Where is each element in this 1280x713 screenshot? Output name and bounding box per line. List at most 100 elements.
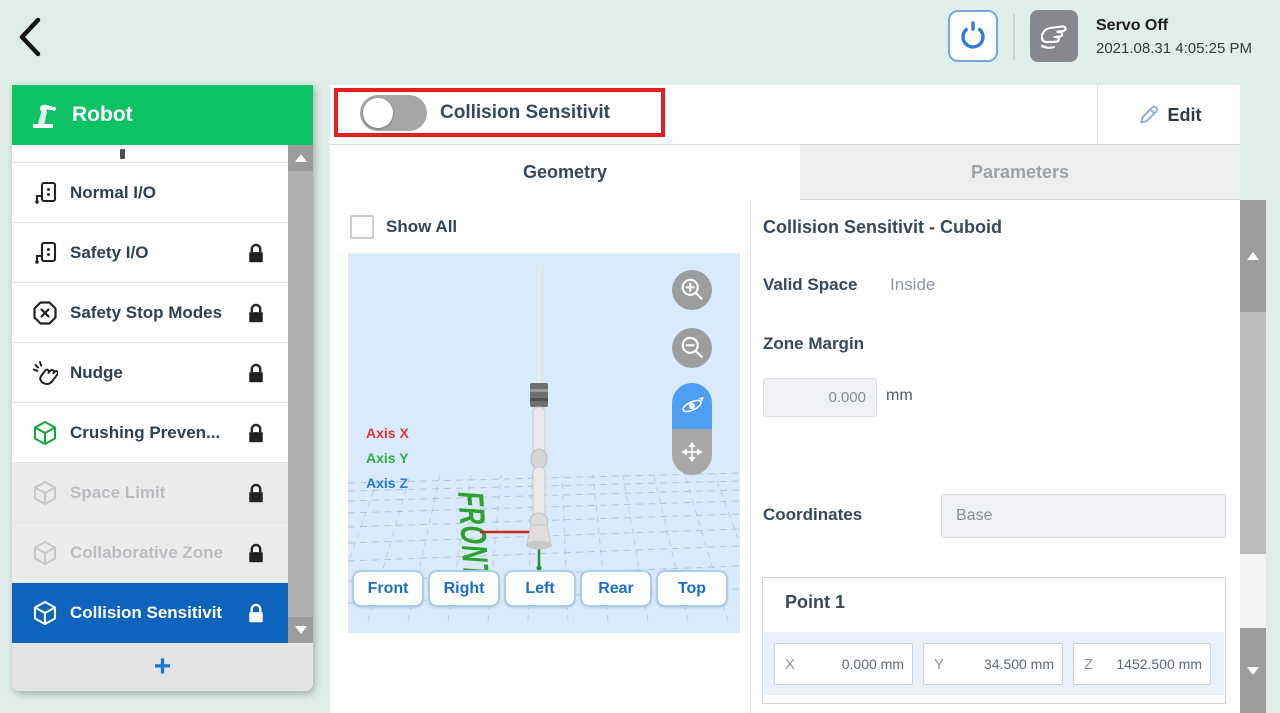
lock-icon <box>249 423 263 442</box>
axis-x-label: Axis X <box>366 425 409 441</box>
axis-value: 1452.500 mm <box>1116 656 1202 672</box>
tab-parameters[interactable]: Parameters <box>800 145 1240 200</box>
back-button[interactable] <box>10 12 54 62</box>
view-front-button[interactable]: Front <box>352 570 424 607</box>
edit-button[interactable]: Edit <box>1098 85 1240 145</box>
sidebar-item-crushing-prevention[interactable]: Crushing Preven... <box>12 403 313 463</box>
tab-label: Parameters <box>970 161 1070 182</box>
lock-icon <box>249 543 263 562</box>
gripper-icon <box>961 21 985 49</box>
add-zone-button[interactable]: + <box>12 643 313 691</box>
robot-model <box>526 383 552 550</box>
sidebar: Robot Normal I/O <box>12 85 313 691</box>
zone-margin-input[interactable]: 0.000 <box>763 378 877 417</box>
coordinates-label: Coordinates <box>763 505 863 524</box>
sidebar-item-safety-io[interactable]: Safety I/O <box>12 223 313 283</box>
zoom-out-button[interactable] <box>672 328 712 368</box>
cube-icon <box>33 600 57 625</box>
axis-letter: Y <box>934 655 945 673</box>
content-scroll-up[interactable] <box>1240 200 1266 312</box>
view-button-label: Top <box>677 579 707 597</box>
3d-viewport[interactable]: FRONT <box>287 253 769 633</box>
sidebar-header: Robot <box>12 85 313 145</box>
sidebar-item-label: Safety I/O <box>70 242 149 262</box>
gripper-button[interactable] <box>948 10 998 62</box>
axis-z-label: Axis Z <box>366 475 409 491</box>
main-panel: Collision Sensitivit Edit Geometry Param… <box>287 85 1240 713</box>
sidebar-item-safety-stop-modes[interactable]: Safety Stop Modes <box>12 283 313 343</box>
hand-icon <box>1040 25 1067 49</box>
zoom-in-button[interactable] <box>672 270 712 310</box>
content-scroll-thumb[interactable] <box>1240 312 1266 554</box>
lock-icon <box>249 483 263 502</box>
content-scrollbar[interactable] <box>1240 200 1266 713</box>
rotate-view-button[interactable] <box>672 383 712 429</box>
sidebar-item-label: Collaborative Zone <box>70 542 224 562</box>
view-button-label: Rear <box>598 579 634 597</box>
sidebar-item-label: Normal I/O <box>70 182 156 202</box>
pan-arrows-icon <box>681 441 703 463</box>
cube-icon <box>33 540 57 565</box>
axis-letter: X <box>785 655 796 673</box>
front-floor-label: FRONT <box>450 490 497 580</box>
sidebar-item-label: Collision Sensitivit <box>70 602 223 622</box>
view-button-label: Left <box>525 579 555 597</box>
plus-icon: + <box>153 650 172 683</box>
edit-divider <box>1097 85 1098 145</box>
stop-x-icon <box>33 300 57 325</box>
cube-icon <box>33 480 57 505</box>
sidebar-partial-item <box>12 145 313 163</box>
servo-status: Servo Off <box>1096 17 1169 34</box>
sidebar-scroll-down[interactable] <box>288 617 313 643</box>
sidebar-scroll-up[interactable] <box>288 145 313 171</box>
sidebar-item-normal-io[interactable]: Normal I/O <box>12 163 313 223</box>
arrow-up-icon <box>1247 252 1259 260</box>
zoom-out-icon <box>681 336 703 358</box>
view-rear-button[interactable]: Rear <box>580 570 652 607</box>
sidebar-scrollbar[interactable] <box>288 145 313 643</box>
view-top-button[interactable]: Top <box>656 570 728 607</box>
orbit-icon <box>682 396 704 413</box>
content-scroll-down[interactable] <box>1240 628 1266 713</box>
show-all-checkbox[interactable] <box>350 215 374 239</box>
coordinates-select[interactable]: Base <box>941 494 1226 538</box>
lock-icon <box>249 363 263 382</box>
tab-label: Geometry <box>522 162 608 182</box>
view-button-label: Front <box>367 579 409 597</box>
nudge-hand-icon <box>32 360 58 385</box>
zoom-in-icon <box>681 278 703 300</box>
tab-geometry[interactable]: Geometry <box>330 145 800 200</box>
properties-heading: Collision Sensitivit - Cuboid <box>763 217 1003 237</box>
point-fields-strip: X 0.000 mm Y 34.500 mm Z 1452.500 mm <box>764 632 1224 695</box>
point-z-field[interactable]: Z 1452.500 mm <box>1073 643 1211 685</box>
lock-icon <box>249 303 263 322</box>
column-divider <box>750 200 751 713</box>
arrow-down-icon <box>1247 666 1259 675</box>
sidebar-item-nudge[interactable]: Nudge <box>12 343 313 403</box>
sidebar-item-space-limit[interactable]: Space Limit <box>12 463 313 523</box>
lock-icon <box>249 243 263 262</box>
toggle-knob <box>363 98 393 128</box>
io-icon <box>35 181 57 204</box>
sidebar-item-collaborative-zone[interactable]: Collaborative Zone <box>12 523 313 583</box>
point-x-field[interactable]: X 0.000 mm <box>774 643 913 685</box>
view-left-button[interactable]: Left <box>504 570 576 607</box>
toggle-row: Collision Sensitivit Edit <box>330 85 1240 145</box>
view-button-label: Right <box>443 579 485 597</box>
view-right-button[interactable]: Right <box>428 570 500 607</box>
edit-label: Edit <box>1167 104 1202 125</box>
collision-sensitivity-toggle[interactable] <box>360 95 427 131</box>
zone-margin-label: Zone Margin <box>763 334 865 353</box>
lock-icon <box>249 603 263 622</box>
pencil-icon <box>1139 105 1158 124</box>
pan-view-button[interactable] <box>672 429 712 475</box>
zone-margin-unit: mm <box>886 387 913 404</box>
point-title: Point 1 <box>785 592 846 612</box>
point-y-field[interactable]: Y 34.500 mm <box>923 643 1063 685</box>
sidebar-item-collision-sensitivity[interactable]: Collision Sensitivit <box>12 583 313 643</box>
cube-icon <box>33 420 57 445</box>
toggle-label: Collision Sensitivit <box>440 102 610 123</box>
back-chevron-icon <box>19 17 41 57</box>
sidebar-item-label: Crushing Preven... <box>70 422 221 442</box>
valid-space-value: Inside <box>890 275 936 294</box>
